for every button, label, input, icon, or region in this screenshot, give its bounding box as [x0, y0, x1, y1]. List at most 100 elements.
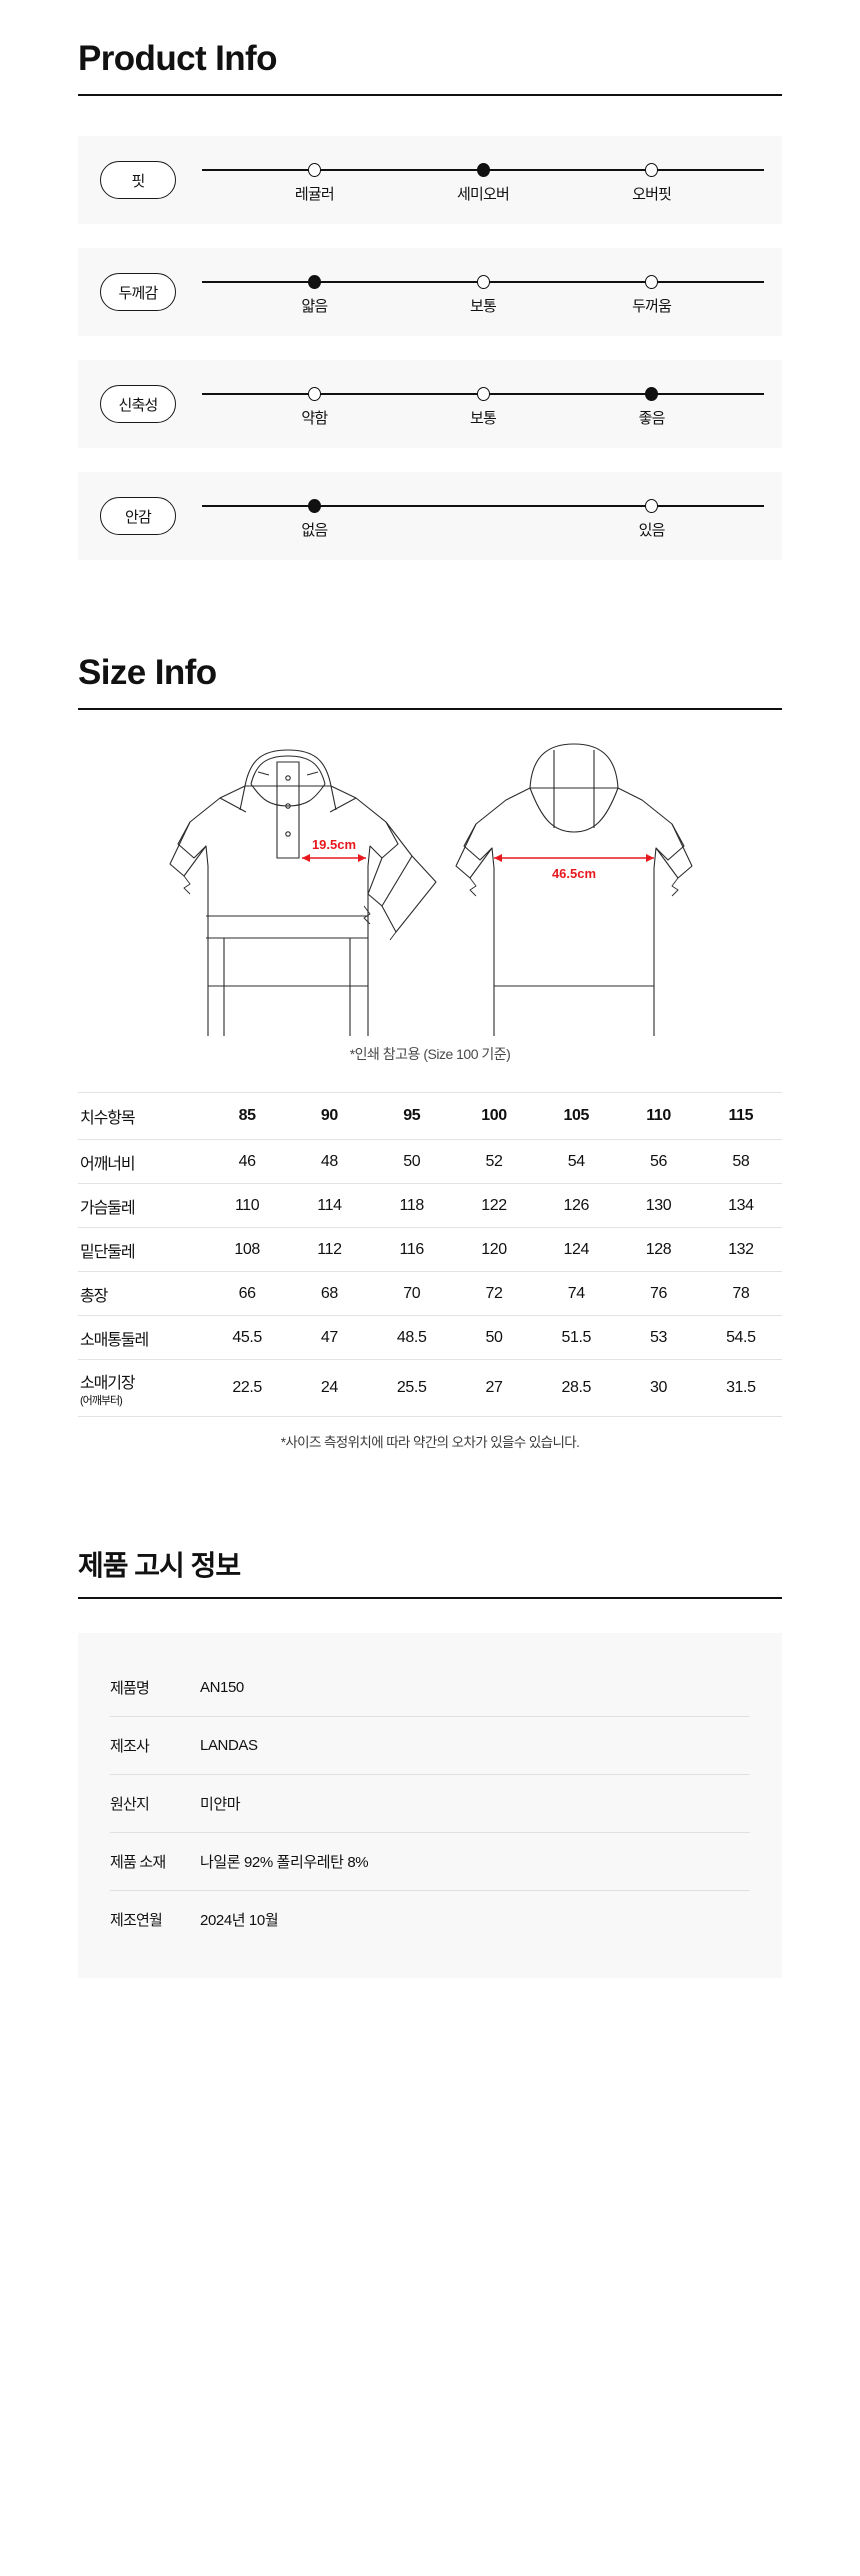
- notice-row: 제품명 AN150: [110, 1659, 750, 1717]
- notice-label: 제조연월: [110, 1911, 163, 1929]
- size-value-cell: 50: [370, 1139, 453, 1184]
- attribute-row: 신축성 약함 보통 좋음: [78, 360, 782, 448]
- size-value-cell: 74: [535, 1271, 618, 1316]
- scale-dot-selected-icon: [476, 163, 490, 177]
- product-info-rule: [78, 94, 782, 96]
- size-value-cell: 68: [288, 1271, 371, 1316]
- size-value-cell: 47: [288, 1315, 371, 1360]
- size-value-cell: 52: [452, 1139, 536, 1184]
- size-column-header: 115: [699, 1092, 782, 1140]
- size-table-head: 치수항목 85 90 95 100 105 110 115: [78, 1092, 782, 1140]
- size-measure-label: 밑단둘레: [78, 1227, 206, 1272]
- size-value-cell: 114: [288, 1183, 371, 1228]
- size-value-cell: 76: [617, 1271, 700, 1316]
- size-info-title: Size Info: [78, 653, 217, 692]
- size-table-body: 어깨너비 46 48 50 52 54 56 58 가슴둘레 110 114 118 122 126 130…: [78, 1139, 782, 1417]
- scale-stop[interactable]: 세미오버: [438, 152, 528, 204]
- size-measure-label: 총장: [78, 1271, 206, 1316]
- size-measure-label: 소매기장 (어깨부터): [78, 1359, 206, 1417]
- notice-row: 원산지 미얀마: [110, 1775, 750, 1833]
- size-measure-label: 가슴둘레: [78, 1183, 206, 1228]
- scale-stop[interactable]: 얇음: [269, 264, 359, 316]
- scale-stop-label: 두꺼움: [632, 298, 672, 315]
- size-column-header: 90: [288, 1092, 371, 1140]
- back-measure-label: 46.5cm: [552, 866, 596, 881]
- size-value-cell: 66: [206, 1271, 289, 1316]
- scale-dot-icon: [307, 163, 321, 177]
- size-value-cell: 108: [206, 1227, 289, 1272]
- size-value-cell: 72: [452, 1271, 536, 1316]
- product-detail-page: Product Info 핏 레귤러 세미오버 오버핏 두께감 얇음 보통 두꺼움 신축성 약함 보…: [78, 39, 782, 1948]
- size-table-row: 가슴둘레 110 114 118 122 126 130 134: [78, 1183, 782, 1228]
- notice-row: 제조사 LANDAS: [110, 1717, 750, 1775]
- scale-stop[interactable]: 없음: [269, 488, 359, 540]
- attribute-row: 핏 레귤러 세미오버 오버핏: [78, 136, 782, 224]
- size-value-cell: 70: [370, 1271, 453, 1316]
- size-table-row: 소매기장 (어깨부터) 22.5 24 25.5 27 28.5 30 31.5: [78, 1359, 782, 1417]
- scale-stop-label: 레귤러: [294, 186, 335, 203]
- scale-stop-label: 세미오버: [456, 186, 510, 203]
- notice-value: 나일론 92% 폴리우레탄 8%: [200, 1853, 369, 1871]
- scale-dot-selected-icon: [307, 499, 321, 513]
- notice-rule: [78, 1596, 782, 1599]
- attribute-scale: 레귤러 세미오버 오버핏: [202, 152, 764, 208]
- attribute-name-pill: 핏: [100, 161, 176, 199]
- notice-label: 제조사: [110, 1737, 150, 1755]
- notice-row: 제조연월 2024년 10월: [110, 1891, 750, 1948]
- size-value-cell: 118: [370, 1183, 453, 1228]
- notice-value: 2024년 10월: [200, 1911, 279, 1929]
- scale-stop[interactable]: 레귤러: [269, 152, 359, 204]
- size-value-cell: 48: [288, 1139, 371, 1184]
- size-value-cell: 50: [452, 1315, 536, 1360]
- notice-value: LANDAS: [200, 1736, 258, 1754]
- scale-stop[interactable]: 보통: [438, 264, 528, 316]
- size-table-corner-label: 치수항목: [78, 1092, 206, 1140]
- size-value-cell: 78: [699, 1271, 782, 1316]
- scale-stop-label: 얇음: [301, 298, 328, 315]
- size-value-cell: 54: [535, 1139, 618, 1184]
- scale-stop[interactable]: 좋음: [607, 376, 697, 428]
- scale-stop-label: 있음: [638, 522, 666, 539]
- attribute-name-pill: 안감: [100, 497, 176, 535]
- attribute-name-pill: 두께감: [100, 273, 176, 311]
- notice-title: 제품 고시 정보: [78, 1550, 241, 1581]
- scale-stop[interactable]: 오버핏: [607, 152, 697, 204]
- size-measure-label-main: 총장: [80, 1287, 108, 1305]
- size-column-header: 100: [452, 1092, 536, 1140]
- notice-header: 제품 고시 정보: [78, 1511, 782, 1599]
- size-value-cell: 128: [617, 1227, 700, 1272]
- size-info-header: Size Info: [78, 614, 782, 710]
- notice-label: 원산지: [110, 1795, 150, 1813]
- size-value-cell: 58: [699, 1139, 782, 1184]
- attribute-row: 안감 없음 있음: [78, 472, 782, 560]
- diagram-caption: *인쇄 참고용 (Size 100 기준): [349, 1046, 511, 1062]
- scale-stop[interactable]: 약함: [269, 376, 359, 428]
- size-table-row: 어깨너비 46 48 50 52 54 56 58: [78, 1139, 782, 1184]
- size-value-cell: 110: [206, 1183, 289, 1228]
- notice-value: AN150: [200, 1678, 244, 1696]
- size-value-cell: 51.5: [535, 1315, 618, 1360]
- size-value-cell: 53: [617, 1315, 700, 1360]
- size-column-header: 105: [535, 1092, 618, 1140]
- scale-stop[interactable]: 두꺼움: [607, 264, 697, 316]
- scale-axis: [202, 505, 764, 507]
- size-measure-label-main: 어깨너비: [80, 1155, 136, 1173]
- size-value-cell: 112: [288, 1227, 371, 1272]
- scale-stop-label: 약함: [301, 410, 328, 427]
- size-table-row: 소매통둘레 45.5 47 48.5 50 51.5 53 54.5: [78, 1315, 782, 1360]
- size-value-cell: 116: [370, 1227, 453, 1272]
- size-value-cell: 122: [452, 1183, 536, 1228]
- attribute-scale: 없음 있음: [202, 488, 764, 544]
- size-value-cell: 28.5: [535, 1359, 618, 1417]
- product-info-title: Product Info: [78, 39, 277, 78]
- scale-stop[interactable]: 보통: [438, 376, 528, 428]
- size-value-cell: 45.5: [206, 1315, 289, 1360]
- size-value-cell: 130: [617, 1183, 700, 1228]
- garment-technical-drawing: 19.5cm 46.5cm: [169, 743, 693, 1036]
- scale-stop[interactable]: 있음: [607, 488, 697, 540]
- size-measure-label: 어깨너비: [78, 1139, 206, 1184]
- size-table-row: 밑단둘레 108 112 116 120 124 128 132: [78, 1227, 782, 1272]
- front-measure-annotation: 19.5cm: [302, 837, 366, 862]
- attribute-scale: 약함 보통 좋음: [202, 376, 764, 432]
- size-table-row: 총장 66 68 70 72 74 76 78: [78, 1271, 782, 1316]
